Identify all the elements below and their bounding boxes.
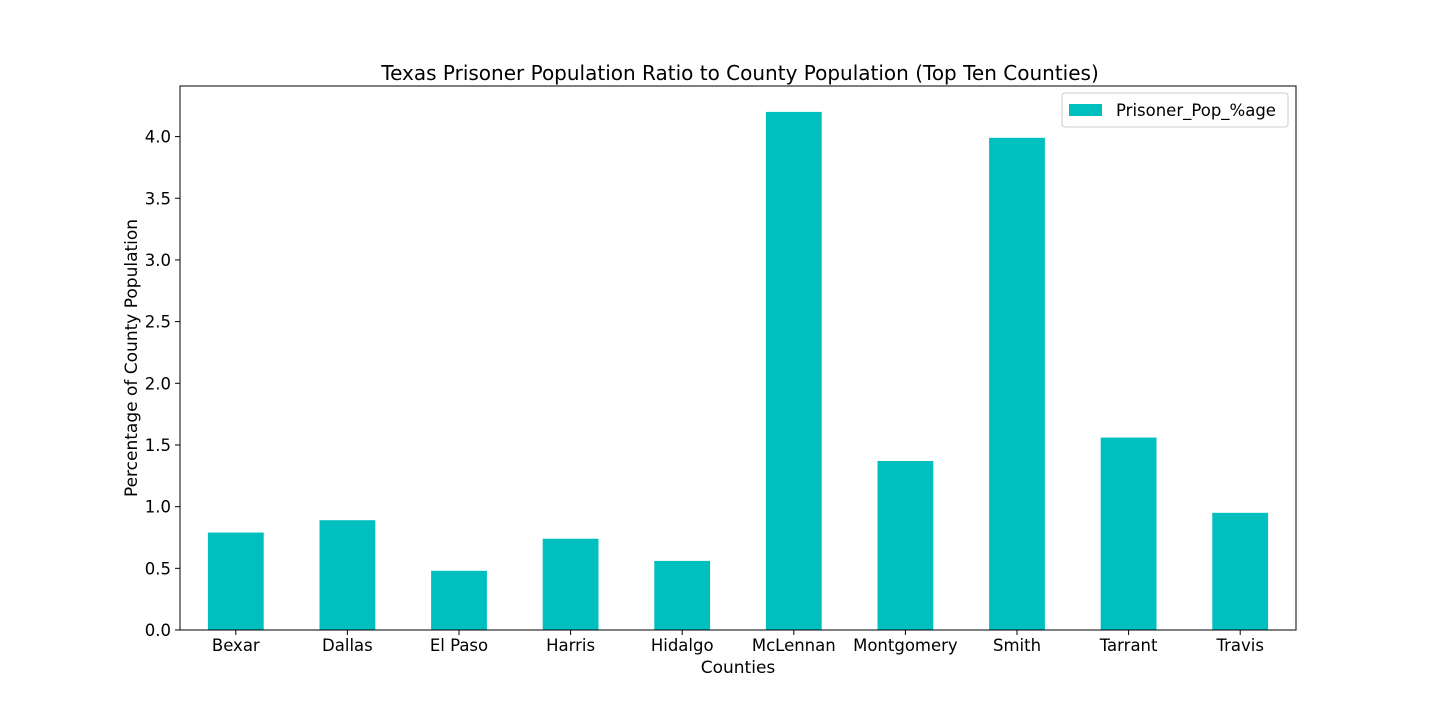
bars-layer bbox=[207, 111, 1269, 630]
legend-frame bbox=[1061, 92, 1289, 128]
x-tick-label: Travis bbox=[1215, 636, 1264, 655]
y-tick-label: 0.5 bbox=[145, 559, 171, 578]
bar-el-paso bbox=[431, 570, 487, 630]
bar-hidalgo bbox=[654, 560, 711, 630]
x-tick-label: Tarrant bbox=[1099, 636, 1158, 655]
y-tick-label: 1.0 bbox=[145, 498, 171, 517]
y-tick-label: 0.0 bbox=[145, 621, 171, 640]
bar-smith bbox=[989, 137, 1045, 630]
y-tick-label: 2.0 bbox=[145, 374, 171, 393]
bar-travis bbox=[1212, 512, 1269, 630]
y-tick-label: 1.5 bbox=[145, 436, 171, 455]
bar-bexar bbox=[207, 532, 264, 630]
y-axis: 0.0 0.5 1.0 1.5 2.0 2.5 3.0 3.5 4.0 bbox=[145, 128, 180, 640]
legend-swatch bbox=[1069, 104, 1102, 116]
bar-harris bbox=[542, 538, 599, 630]
y-axis-title: Percentage of County Population bbox=[122, 219, 142, 497]
x-tick-label: McLennan bbox=[752, 636, 836, 655]
x-tick-label: El Paso bbox=[430, 636, 488, 655]
legend-label: Prisoner_Pop_%age bbox=[1116, 101, 1276, 121]
x-axis: Bexar Dallas El Paso Harris Hidalgo McLennan M… bbox=[212, 630, 1264, 655]
bar-tarrant bbox=[1100, 437, 1157, 630]
x-tick-label: Montgomery bbox=[853, 636, 958, 655]
legend: Prisoner_Pop_%age bbox=[1061, 92, 1289, 128]
bar-dallas bbox=[319, 520, 376, 630]
y-tick-label: 3.5 bbox=[145, 189, 171, 208]
y-tick-label: 2.5 bbox=[145, 313, 171, 332]
bar-mclennan bbox=[765, 111, 822, 630]
x-tick-label: Hidalgo bbox=[651, 636, 714, 655]
y-tick-label: 3.0 bbox=[145, 251, 171, 270]
x-tick-label: Harris bbox=[546, 636, 595, 655]
bar-montgomery bbox=[877, 461, 934, 630]
chart-title: Texas Prisoner Population Ratio to Count… bbox=[380, 61, 1099, 85]
x-axis-title: Counties bbox=[701, 658, 776, 678]
y-tick-label: 4.0 bbox=[145, 128, 171, 147]
x-tick-label: Smith bbox=[993, 636, 1041, 655]
plot-frame bbox=[179, 85, 1297, 631]
x-tick-label: Dallas bbox=[322, 636, 373, 655]
x-tick-label: Bexar bbox=[212, 636, 260, 655]
